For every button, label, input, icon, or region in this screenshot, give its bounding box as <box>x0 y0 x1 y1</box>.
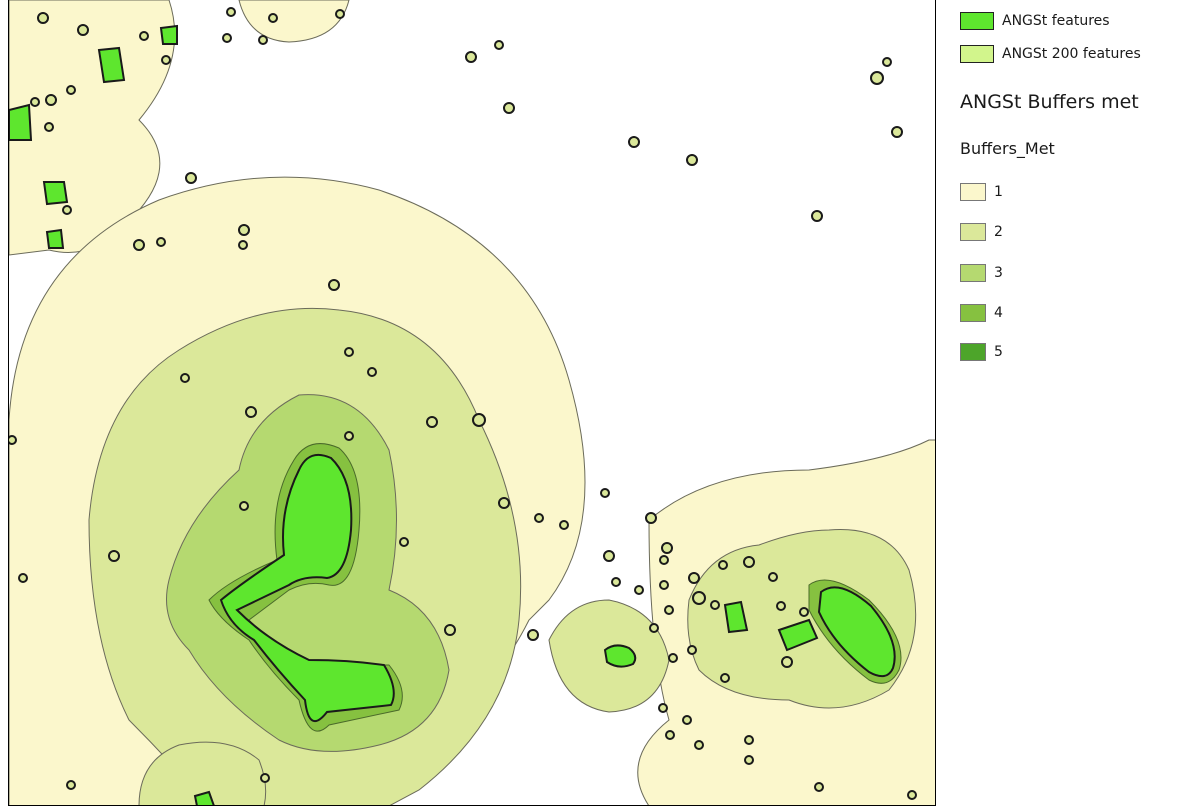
angst-200-features <box>9 7 917 800</box>
class-swatch <box>960 343 986 361</box>
angst-200-features-swatch <box>960 45 994 63</box>
legend-class-4: 4 <box>960 304 1003 322</box>
legend-field-name: Buffers_Met <box>960 139 1055 158</box>
class-label: 5 <box>994 344 1003 360</box>
map-canvas[interactable] <box>8 0 936 806</box>
map-svg <box>9 0 935 805</box>
legend-title: ANGSt Buffers met <box>960 91 1139 113</box>
legend-class-5: 5 <box>960 343 1003 361</box>
map-legend: ANGSt features ANGSt 200 features ANGSt … <box>960 0 1181 400</box>
legend-class-2: 2 <box>960 223 1003 241</box>
class-swatch <box>960 304 986 322</box>
legend-label: ANGSt features <box>1002 13 1110 29</box>
class-label: 2 <box>994 224 1003 240</box>
class-label: 4 <box>994 305 1003 321</box>
class-label: 1 <box>994 184 1003 200</box>
legend-entry-angst-200-features: ANGSt 200 features <box>960 45 1141 63</box>
legend-class-3: 3 <box>960 264 1003 282</box>
class-label: 3 <box>994 265 1003 281</box>
legend-entry-angst-features: ANGSt features <box>960 12 1110 30</box>
legend-class-1: 1 <box>960 183 1003 201</box>
class-swatch <box>960 264 986 282</box>
angst-features-swatch <box>960 12 994 30</box>
legend-label: ANGSt 200 features <box>1002 46 1141 62</box>
class-swatch <box>960 223 986 241</box>
class-swatch <box>960 183 986 201</box>
angst-features <box>9 24 896 805</box>
